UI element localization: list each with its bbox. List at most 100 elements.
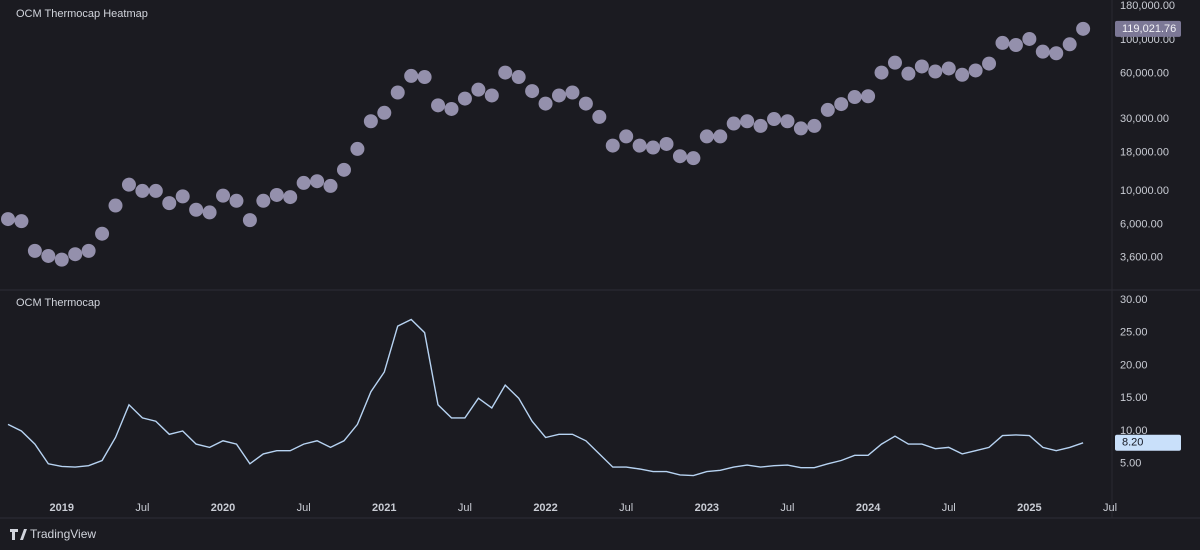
heat-dot: [914, 59, 929, 74]
heat-dot: [242, 213, 257, 228]
heat-dot: [767, 112, 782, 127]
heat-dot: [41, 248, 56, 263]
heat-dot: [968, 63, 983, 78]
heat-dot: [726, 116, 741, 131]
y-tick-label: 100,000.00: [1120, 34, 1175, 46]
heat-dot: [632, 138, 647, 153]
heat-dot: [552, 88, 566, 103]
heat-dot: [417, 70, 432, 85]
heat-dot: [431, 98, 446, 113]
heat-dot: [847, 90, 862, 105]
x-tick-label: Jul: [1103, 502, 1117, 514]
heat-dot: [14, 214, 29, 229]
heat-dot: [148, 183, 163, 198]
heat-dot: [175, 189, 190, 204]
heat-dot: [323, 178, 338, 193]
x-tick-label: 2021: [372, 502, 396, 514]
heat-dot: [444, 101, 459, 116]
y-tick-label: 5.00: [1120, 458, 1141, 470]
heat-dot: [565, 85, 580, 100]
x-tick-label: 2022: [533, 502, 557, 514]
heat-dot: [901, 66, 916, 81]
heat-dot: [686, 151, 701, 166]
y-tick-label: 10,000.00: [1120, 185, 1169, 197]
heat-dot: [672, 149, 687, 164]
heat-dot: [955, 67, 970, 82]
y-tick-label: 3,600.00: [1120, 252, 1163, 264]
x-tick-label: 2019: [50, 502, 74, 514]
heat-dot: [95, 226, 110, 241]
heat-dot: [982, 56, 997, 71]
heat-dot: [189, 202, 204, 217]
brand: TradingView: [30, 527, 96, 541]
heat-dot: [498, 65, 513, 80]
heat-dot: [659, 136, 674, 151]
heat-dot: [54, 252, 69, 267]
heat-dot: [525, 84, 540, 99]
heat-dot: [484, 88, 499, 103]
heat-dot: [27, 243, 42, 258]
heat-dot: [592, 109, 607, 124]
heat-dot: [713, 129, 728, 144]
y-tick-label: 10.00: [1120, 425, 1148, 437]
y-tick-label: 6,000.00: [1120, 218, 1163, 230]
heat-dot: [68, 247, 83, 262]
heat-dot: [1035, 44, 1050, 59]
y-tick-label: 20.00: [1120, 359, 1148, 371]
heat-dot: [404, 68, 419, 83]
heat-dot: [538, 96, 553, 111]
heat-dot: [377, 105, 392, 120]
pane-title: OCM Thermocap Heatmap: [16, 8, 148, 20]
heat-dot: [310, 174, 325, 189]
heat-dot: [646, 140, 661, 155]
heat-dot: [121, 177, 136, 192]
heat-dot: [350, 141, 365, 156]
heat-dot: [807, 118, 822, 133]
y-tick-label: 30,000.00: [1120, 113, 1169, 125]
x-tick-label: 2024: [856, 502, 881, 514]
x-tick-label: 2020: [211, 502, 235, 514]
y-tick-label: 18,000.00: [1120, 146, 1169, 158]
heat-dot: [81, 243, 96, 258]
heat-dot: [296, 175, 311, 190]
x-tick-label: Jul: [135, 502, 149, 514]
heat-dot: [874, 65, 889, 80]
line: [7, 318, 1084, 477]
heat-dot: [605, 138, 620, 153]
heat-dot: [619, 129, 634, 144]
x-tick-label: 2025: [1017, 502, 1041, 514]
heat-dot: [216, 188, 231, 203]
x-tick-label: 2023: [695, 502, 719, 514]
heat-dot: [269, 187, 284, 202]
x-tick-label: Jul: [458, 502, 472, 514]
last-value-label: 119,021.76: [1122, 23, 1176, 35]
heat-dot: [202, 205, 217, 220]
heat-dot: [108, 198, 123, 213]
dots: [1, 21, 1091, 267]
heat-dot: [834, 97, 849, 112]
heat-dot: [283, 190, 298, 205]
last-value-label: 8.20: [1122, 437, 1143, 449]
heat-dot: [1022, 31, 1037, 46]
x-tick-label: Jul: [780, 502, 794, 514]
heat-dot: [699, 129, 714, 144]
heat-dot: [1008, 38, 1023, 53]
heat-dot: [471, 82, 486, 97]
y-tick-label: 25.00: [1120, 327, 1148, 339]
heat-dot: [861, 89, 876, 104]
heat-dot: [780, 114, 795, 129]
heat-dot: [162, 196, 177, 211]
heat-dot: [229, 193, 244, 208]
y-tick-label: 15.00: [1120, 392, 1148, 404]
heat-dot: [1, 212, 15, 227]
x-tick-label: Jul: [942, 502, 956, 514]
x-tick-label: Jul: [297, 502, 311, 514]
heat-dot: [256, 193, 271, 208]
heat-dot: [1049, 46, 1064, 61]
y-tick-label: 30.00: [1120, 294, 1148, 306]
y-tick-label: 180,000.00: [1120, 0, 1175, 12]
heat-dot: [740, 114, 755, 129]
